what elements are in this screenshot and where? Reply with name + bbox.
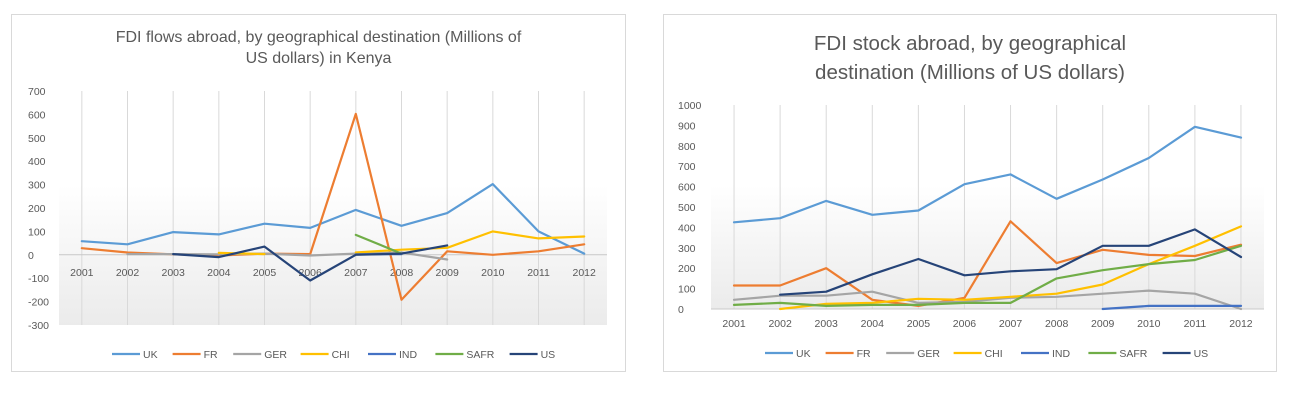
plot-area	[711, 185, 1264, 309]
y-tick-label: 600	[678, 182, 696, 194]
series-line-uk	[80, 183, 586, 255]
x-tick-label: 2009	[435, 267, 459, 279]
legend-label-safr: SAFR	[1119, 348, 1147, 360]
x-tick-label: 2012	[572, 267, 596, 279]
x-tick-label: 2009	[1091, 318, 1115, 330]
legend-label-ger: GER	[917, 348, 940, 360]
legend-label-us: US	[1194, 348, 1209, 360]
line-chart-fdi-flows: 700 600 500 400 300 200 100 0 -100 -200 -300 2001 20…	[28, 86, 607, 361]
chart-panel-fdi-stock: FDI stock abroad, by geographical destin…	[663, 14, 1277, 372]
x-tick-label: 2002	[768, 318, 792, 330]
legend-label-chi: CHI	[332, 349, 350, 361]
x-tick-label: 2011	[527, 267, 550, 279]
legend-label-fr: FR	[204, 349, 218, 361]
y-tick-label: 400	[28, 156, 46, 168]
legend-label-ind: IND	[1052, 348, 1071, 360]
x-tick-label: 2003	[815, 318, 839, 330]
series-line-safr	[732, 244, 1243, 307]
y-tick-label: 300	[678, 243, 696, 255]
x-tick-label: 2008	[1045, 318, 1069, 330]
chart-panel-fdi-flows: FDI flows abroad, by geographical destin…	[11, 14, 626, 372]
chart-title: FDI stock abroad, by geographical destin…	[813, 32, 1127, 84]
y-tick-label: 300	[28, 180, 46, 192]
y-tick-label: 500	[678, 202, 696, 214]
series-line-chi	[217, 251, 266, 256]
chart-title: FDI flows abroad, by geographical destin…	[115, 29, 522, 67]
series-line-ger	[732, 289, 1243, 311]
series-line-chi	[778, 225, 1243, 311]
x-tick-label: 2004	[207, 267, 231, 279]
x-tick-label: 2005	[907, 318, 931, 330]
x-tick-label: 2003	[161, 267, 185, 279]
series-line-uk	[732, 125, 1243, 224]
y-tick-label: 0	[28, 250, 34, 262]
x-tick-label: 2001	[722, 318, 746, 330]
y-tick-label: 900	[678, 120, 696, 132]
legend-label-uk: UK	[796, 348, 811, 360]
legend-label-ind: IND	[399, 349, 418, 361]
y-tick-label: -300	[28, 320, 49, 332]
x-tick-label: 2007	[999, 318, 1023, 330]
x-tick-label: 2001	[70, 267, 94, 279]
x-tick-label: 2012	[1229, 318, 1253, 330]
x-tick-label: 2002	[116, 267, 140, 279]
y-tick-label: 800	[678, 141, 696, 153]
y-tick-label: 400	[678, 222, 696, 234]
y-tick-label: 700	[28, 86, 46, 98]
y-tick-label: -200	[28, 297, 49, 309]
series-line-us	[172, 244, 449, 282]
x-tick-label: 2006	[298, 267, 322, 279]
legend-label-uk: UK	[143, 349, 158, 361]
x-tick-label: 2004	[861, 318, 885, 330]
legend-label-safr: SAFR	[466, 349, 494, 361]
y-tick-label: 600	[28, 109, 46, 121]
legend-label-chi: CHI	[985, 348, 1003, 360]
y-tick-label: -100	[28, 273, 49, 285]
y-tick-label: 100	[678, 284, 696, 296]
y-tick-label: 700	[678, 161, 696, 173]
legend-label-fr: FR	[857, 348, 871, 360]
x-tick-label: 2006	[953, 318, 977, 330]
y-tick-label: 500	[28, 133, 46, 145]
y-tick-label: 100	[28, 226, 46, 238]
y-tick-label: 200	[28, 203, 46, 215]
x-tick-label: 2007	[344, 267, 368, 279]
x-tick-label: 2005	[253, 267, 277, 279]
y-tick-label: 1000	[678, 100, 702, 112]
y-tick-label: 0	[678, 304, 684, 316]
x-tick-label: 2010	[1137, 318, 1161, 330]
series-line-fr	[732, 220, 1243, 307]
legend-label-ger: GER	[264, 349, 287, 361]
legend-label-us: US	[541, 349, 556, 361]
x-tick-label: 2011	[1184, 318, 1207, 330]
x-tick-label: 2010	[481, 267, 505, 279]
series-line-us	[778, 228, 1243, 296]
y-tick-label: 200	[678, 263, 696, 275]
series-line-ind	[1101, 304, 1243, 311]
series-line-safr	[354, 233, 403, 255]
